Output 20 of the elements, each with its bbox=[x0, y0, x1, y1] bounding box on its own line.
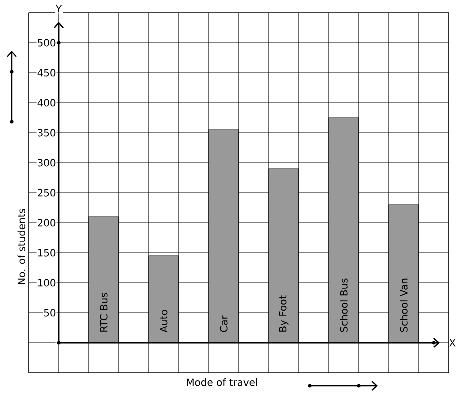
y-tick-label: 400 bbox=[38, 99, 56, 107]
y-tick-label: 350 bbox=[38, 129, 56, 137]
x-tick-label: School Van bbox=[400, 278, 408, 332]
y-tick-label: 50 bbox=[44, 309, 56, 317]
x-tick-label: By Foot bbox=[279, 296, 289, 332]
y-axis-title: No. of students bbox=[18, 209, 26, 284]
y-tick-label: 300 bbox=[38, 159, 56, 167]
y-tick-label: 150 bbox=[38, 249, 56, 257]
text: Y bbox=[56, 5, 62, 13]
x-tick-label: Car bbox=[220, 316, 228, 332]
y-tick-label: 450 bbox=[38, 69, 56, 77]
x-axis-title: Mode of travel bbox=[187, 378, 258, 386]
x-tick-label: Auto bbox=[160, 310, 168, 333]
x-tick-label: RTC Bus bbox=[100, 293, 108, 332]
y-tick-label: 500 bbox=[38, 39, 56, 47]
text: X bbox=[450, 339, 456, 347]
x-tick-label: School Bus bbox=[340, 278, 348, 332]
y-tick-label: 100 bbox=[38, 279, 56, 287]
y-tick-label: 250 bbox=[38, 189, 56, 197]
y-tick-label: 200 bbox=[38, 219, 56, 227]
